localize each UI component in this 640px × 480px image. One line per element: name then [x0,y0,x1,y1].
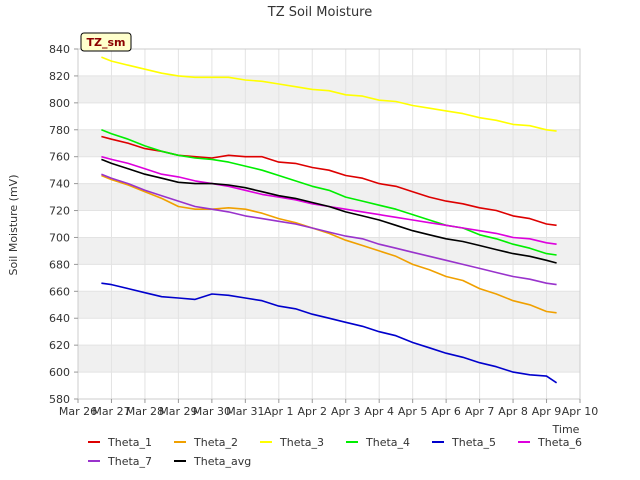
series-line-theta-4 [101,129,557,256]
x-tick-label: Mar 27 [92,405,130,418]
badge-box [80,32,132,52]
legend-label: Theta_7 [107,455,152,468]
y-tick-label: 700 [49,231,70,244]
y-tick-label: 840 [49,43,70,56]
series-layer [101,56,558,384]
x-tick-label: Apr 7 [465,405,495,418]
y-tick-label: 600 [49,366,70,379]
plot-band [78,318,580,346]
series-line-theta-3 [101,56,557,132]
y-tick-label: 680 [49,258,70,271]
plot-background [78,49,580,399]
y-tick-label: 720 [49,205,70,218]
x-tick-label: Apr 2 [298,405,328,418]
x-tick-label: Apr 3 [331,405,361,418]
series-line-theta-5 [101,282,558,384]
y-tick-label: 580 [49,393,70,406]
legend-item: Theta_avg [174,455,251,468]
y-tick-label: 780 [49,124,70,137]
y-axis-label: Soil Moisture (mV) [7,175,20,276]
legend-label: Theta_2 [193,436,238,449]
y-tick-label: 820 [49,70,70,83]
x-tick-label: Apr 6 [431,405,461,418]
chart-title: TZ Soil Moisture [267,5,373,20]
x-tick-label: Apr 10 [562,405,599,418]
x-tick-label: Mar 28 [126,405,164,418]
x-tick-label: Apr 8 [498,405,528,418]
y-tick-label: 640 [49,312,70,325]
grid-lines [77,48,581,400]
legend-label: Theta_6 [537,436,582,449]
plot-band [78,345,580,373]
legend-item: Theta_6 [518,436,582,449]
y-tick-label: 740 [49,178,70,191]
plot-band [78,264,580,292]
legend-item: Theta_5 [432,436,496,449]
legend: Theta_1 Theta_2 Theta_3 Theta_4 Theta_5 Theta… [88,436,582,468]
legend-item: Theta_4 [346,436,410,449]
series-line-theta-7 [101,173,557,286]
legend-item: Theta_3 [260,436,324,449]
plot-band [78,75,580,103]
y-axis-ticks: 580 600 620 640 660 680 700 720 740 760 780 800 820 8… [49,43,78,406]
x-axis-label: Time [552,423,580,436]
x-tick-label: Mar 29 [159,405,197,418]
legend-label: Theta_avg [193,455,251,468]
x-tick-label: Mar 30 [193,405,231,418]
y-tick-label: 620 [49,339,70,352]
plot-band [78,102,580,130]
legend-item: Theta_2 [174,436,238,449]
x-tick-label: Apr 9 [532,405,562,418]
legend-label: Theta_1 [107,436,152,449]
y-tick-label: 760 [49,151,70,164]
legend-label: Theta_5 [451,436,496,449]
plot-band [78,372,580,399]
badge: TZ_sm [80,32,132,52]
legend-label: Theta_3 [279,436,324,449]
x-tick-label: Apr 5 [398,405,428,418]
badge-label: TZ_sm [87,36,126,49]
plot-frame [77,48,581,400]
plot-band [78,129,580,157]
x-tick-label: Mar 31 [226,405,264,418]
legend-item: Theta_1 [88,436,152,449]
series-line-theta-2 [101,174,557,314]
legend-label: Theta_4 [365,436,410,449]
plot-band [78,237,580,265]
x-tick-label: Apr 1 [264,405,294,418]
y-tick-label: 660 [49,285,70,298]
x-tick-label: Apr 4 [364,405,394,418]
x-tick-label: Mar 26 [59,405,97,418]
plot-band [78,49,580,76]
series-line-theta-avg [101,158,557,264]
plot-band [78,291,580,319]
y-tick-label: 800 [49,97,70,110]
legend-item: Theta_7 [88,455,152,468]
